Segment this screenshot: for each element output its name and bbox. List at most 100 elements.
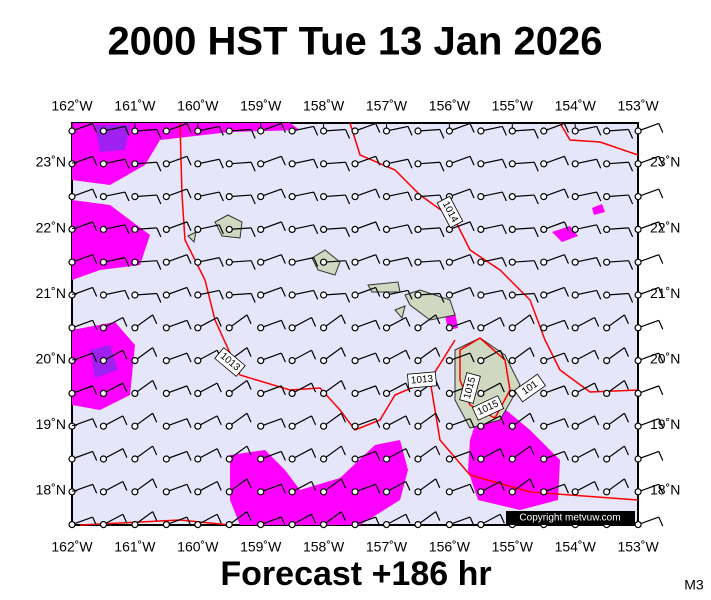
station xyxy=(68,357,76,365)
barb-staff xyxy=(354,319,376,329)
barb-staff xyxy=(197,257,220,263)
barb-staff xyxy=(197,513,218,526)
barb-staff xyxy=(323,511,342,526)
barb-staff xyxy=(166,155,188,165)
barb-staff xyxy=(103,448,124,460)
barb-flag xyxy=(186,188,192,199)
barb-staff xyxy=(386,316,407,329)
barb-staff xyxy=(71,450,93,460)
barb-staff xyxy=(386,257,409,263)
barb-flag xyxy=(313,257,319,267)
station xyxy=(571,225,579,233)
barb-flag xyxy=(124,257,130,267)
barb-flag xyxy=(250,162,256,172)
station xyxy=(288,488,296,496)
barb-staff xyxy=(228,314,248,329)
station xyxy=(99,324,108,332)
lon-label-bottom: 155˚W xyxy=(492,539,534,555)
barb-staff xyxy=(449,188,471,198)
isobar-label-text: 1013 xyxy=(410,374,434,387)
station xyxy=(414,160,422,168)
barb-flag xyxy=(92,484,98,494)
barb-staff xyxy=(103,415,124,427)
barb-staff xyxy=(323,478,342,493)
station xyxy=(194,291,202,299)
barb-staff xyxy=(166,352,188,362)
barb-staff xyxy=(637,122,659,132)
barb-staff xyxy=(260,385,282,394)
station xyxy=(68,455,76,463)
station xyxy=(320,160,328,168)
station xyxy=(414,389,422,397)
barb-flag xyxy=(501,257,507,267)
barb-flag xyxy=(407,257,413,267)
barb-staff xyxy=(480,224,503,230)
station xyxy=(194,422,202,430)
station xyxy=(225,389,233,397)
barb-staff xyxy=(354,418,376,427)
barb-staff xyxy=(575,289,597,296)
barb-flag xyxy=(186,320,192,330)
station xyxy=(477,160,485,168)
barb-flag xyxy=(122,514,128,524)
lon-label-bottom: 157˚W xyxy=(366,539,408,555)
precip xyxy=(72,123,605,525)
barb-flag xyxy=(344,194,351,205)
station xyxy=(225,455,233,463)
station xyxy=(508,357,516,365)
station xyxy=(225,258,233,266)
barb-staff xyxy=(134,445,154,460)
barb-flag xyxy=(124,191,130,202)
barb-flag xyxy=(628,194,634,205)
station xyxy=(162,258,170,266)
barb-staff xyxy=(417,314,437,329)
station xyxy=(162,225,170,233)
barb-staff xyxy=(71,385,93,394)
barb-staff xyxy=(354,155,376,165)
barb-flag xyxy=(246,314,252,325)
barb-staff xyxy=(575,191,597,198)
barb-staff xyxy=(260,254,282,263)
station xyxy=(477,193,485,201)
barb-staff xyxy=(71,319,93,329)
barb-staff xyxy=(103,224,126,230)
barb-flag xyxy=(311,350,317,360)
barb-flag xyxy=(658,254,664,264)
station xyxy=(99,127,108,135)
station xyxy=(540,225,548,233)
barb-staff xyxy=(291,480,312,493)
barb-flag xyxy=(280,385,286,396)
barb-staff xyxy=(354,352,376,362)
barb-staff xyxy=(637,155,659,165)
barb-flag xyxy=(435,445,441,456)
barb-staff xyxy=(103,257,126,263)
barb-staff xyxy=(166,221,188,230)
barb-staff xyxy=(323,412,342,427)
station xyxy=(603,127,611,135)
barb-staff xyxy=(386,448,407,460)
barb-flag xyxy=(152,445,158,456)
barb-flag xyxy=(594,481,600,491)
barb-flag xyxy=(594,350,600,360)
barb-flag xyxy=(499,382,505,393)
station xyxy=(508,127,516,135)
barb-flag xyxy=(623,413,629,423)
barb-flag xyxy=(628,227,634,238)
isobar-label-box xyxy=(513,373,547,403)
station xyxy=(320,193,328,201)
barb-flag xyxy=(92,254,98,264)
barb-flag xyxy=(186,385,192,396)
lat-label-right: 20˚N xyxy=(650,351,680,367)
barb-flag xyxy=(92,221,98,232)
barb-flag xyxy=(280,188,286,199)
barb-flag xyxy=(533,293,539,303)
barb-flag xyxy=(563,418,569,428)
barb-flag xyxy=(250,293,256,303)
station xyxy=(540,193,548,201)
barb-staff xyxy=(228,511,248,526)
station xyxy=(99,193,108,201)
station xyxy=(382,357,391,365)
barb-staff xyxy=(574,316,595,329)
lon-label-bottom: 154˚W xyxy=(555,539,597,555)
barb-staff xyxy=(197,349,218,362)
